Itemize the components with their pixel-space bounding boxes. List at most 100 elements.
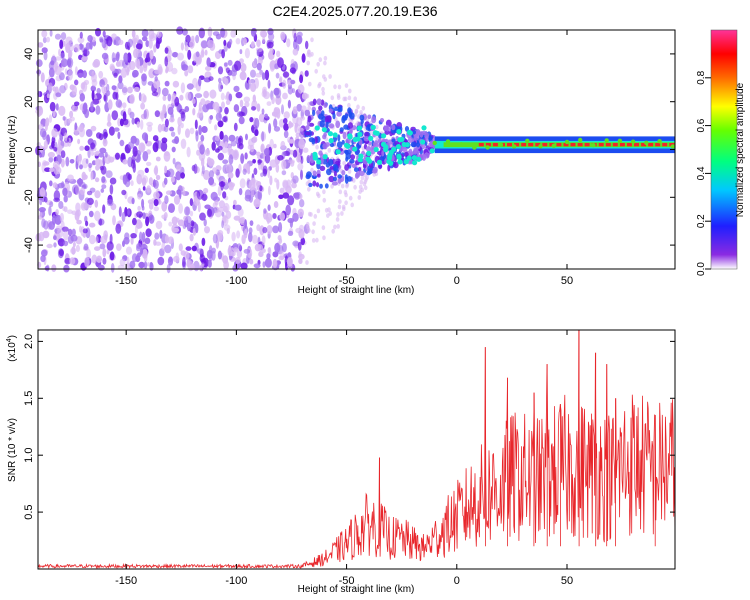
noise-blob	[269, 175, 273, 186]
noise-blob	[187, 260, 194, 272]
noise-blob	[141, 198, 145, 209]
noise-blob	[153, 79, 161, 89]
noise-blob	[79, 225, 82, 233]
noise-blob	[147, 81, 154, 86]
noise-blob	[244, 228, 248, 239]
onset-strong-blob	[396, 153, 402, 159]
noise-blob	[83, 79, 90, 85]
noise-blob	[214, 200, 219, 206]
noise-blob	[91, 90, 95, 101]
noise-blob	[164, 56, 168, 67]
faint-blob	[327, 148, 332, 153]
noise-blob	[279, 187, 285, 194]
noise-blob	[41, 249, 48, 257]
noise-blob	[123, 52, 129, 63]
noise-blob	[141, 73, 147, 82]
faint-blob	[369, 130, 374, 135]
onset-blob	[322, 134, 327, 140]
signal-fleck	[657, 139, 662, 144]
noise-blob	[85, 42, 91, 50]
noise-blob	[164, 47, 169, 54]
colorbar: 0.0 0.2 0.4 0.6 0.8 Normalized spectral ampl…	[696, 29, 746, 276]
noise-blob	[124, 232, 130, 240]
noise-blob	[256, 103, 261, 112]
faint-blob	[344, 192, 348, 198]
noise-blob	[252, 234, 258, 244]
faint-blob	[357, 195, 362, 200]
noise-blob	[267, 167, 271, 179]
noise-blob	[92, 60, 99, 68]
noise-blob	[289, 67, 296, 74]
noise-blob	[302, 147, 309, 153]
noise-blob	[178, 243, 183, 252]
noise-blob	[185, 128, 190, 138]
onset-strong-blob	[314, 125, 320, 131]
noise-blob	[131, 117, 135, 125]
noise-blob	[263, 208, 267, 214]
onset-blob	[412, 130, 416, 135]
onset-blob	[344, 113, 349, 119]
noise-blob	[294, 193, 301, 200]
noise-blob	[291, 182, 297, 189]
noise-blob	[300, 169, 303, 180]
onset-blob	[337, 177, 342, 184]
noise-blob	[217, 145, 223, 151]
faint-blob	[363, 185, 368, 191]
noise-blob	[206, 103, 214, 110]
y-tick-label: -20	[23, 189, 35, 205]
noise-blob	[35, 59, 43, 67]
noise-blob	[168, 221, 173, 227]
noise-blob	[110, 65, 116, 72]
x-tick-label: -50	[339, 575, 355, 587]
noise-blob	[204, 148, 211, 156]
signal-core	[577, 143, 583, 147]
colorbar-tick-label: 0.6	[696, 118, 707, 132]
noise-blob	[276, 179, 280, 190]
noise-blob	[96, 255, 102, 263]
noise-blob	[173, 195, 181, 205]
noise-blob	[293, 32, 297, 43]
noise-blob	[75, 244, 80, 252]
onset-blob	[326, 168, 332, 176]
noise-blob	[42, 37, 47, 44]
onset-strong-blob	[397, 159, 403, 165]
faint-blob	[321, 225, 326, 231]
x-tick-label: -100	[225, 575, 247, 587]
noise-blob	[57, 182, 65, 189]
noise-blob	[235, 38, 241, 45]
noise-blob	[218, 181, 226, 188]
noise-blob	[134, 224, 138, 235]
noise-blob	[153, 206, 160, 212]
noise-blob	[298, 138, 306, 150]
noise-blob	[177, 116, 182, 127]
noise-blob	[195, 34, 200, 44]
noise-blob	[290, 79, 296, 85]
snr-multiplier-label: (x104)	[6, 335, 18, 362]
noise-blob	[209, 115, 214, 120]
noise-blob	[279, 212, 286, 221]
noise-blob	[255, 72, 263, 78]
faint-blob	[359, 110, 363, 115]
noise-blob	[299, 74, 304, 84]
signal-fleck	[578, 137, 583, 143]
faint-blob	[361, 105, 366, 111]
onset-strong-blob	[401, 141, 407, 148]
noise-blob	[184, 69, 189, 77]
noise-blob	[99, 243, 106, 250]
onset-strong-blob	[429, 148, 435, 154]
noise-blob	[230, 251, 236, 257]
noise-blob	[127, 38, 134, 48]
noise-blob	[59, 39, 64, 49]
onset-strong-blob	[421, 125, 427, 131]
noise-blob	[63, 231, 69, 241]
noise-blob	[146, 161, 152, 167]
onset-blob	[424, 152, 430, 159]
noise-blob	[39, 128, 47, 138]
noise-blob	[121, 211, 126, 223]
onset-blob	[308, 182, 313, 188]
noise-blob	[203, 169, 210, 181]
noise-blob	[46, 93, 50, 99]
noise-blob	[239, 49, 243, 55]
noise-blob	[267, 79, 271, 89]
onset-blob	[393, 161, 399, 169]
